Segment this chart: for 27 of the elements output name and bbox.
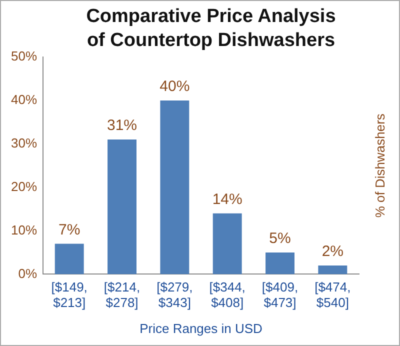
bar [318, 266, 348, 274]
y-tick-label: 0% [18, 266, 38, 281]
data-label: 31% [107, 117, 138, 134]
data-label: 2% [322, 243, 344, 260]
x-tick-label: [$279, $343] [156, 280, 193, 310]
bar [160, 100, 190, 274]
data-label: 14% [212, 191, 242, 208]
x-tick-label: [$409, $473] [262, 280, 298, 310]
bar [54, 244, 84, 274]
data-label: 7% [58, 221, 80, 238]
x-tick-label: [$474, $540] [314, 280, 351, 310]
bar [212, 213, 242, 274]
x-axis-title: Price Ranges in USD [140, 320, 262, 336]
bar [266, 252, 294, 274]
x-tick-label: [$214, $278] [104, 280, 140, 310]
x-tick-label: [$149, $213] [51, 280, 88, 310]
bar [108, 140, 136, 274]
y-tick-label: 20% [10, 178, 38, 194]
y-tick-label: 50% [10, 48, 38, 64]
chart-title: Comparative Price Analysis of Countertop Dishwashers [85, 5, 337, 53]
y-axis-title: % of Dishwashers [372, 113, 388, 218]
data-label: 40% [160, 78, 190, 96]
y-tick-label: 30% [10, 135, 38, 150]
y-tick-label: 40% [10, 92, 38, 108]
y-tick-label: 10% [10, 222, 38, 238]
data-label: 5% [269, 230, 291, 248]
x-tick-label: [$344, $408] [209, 280, 246, 310]
